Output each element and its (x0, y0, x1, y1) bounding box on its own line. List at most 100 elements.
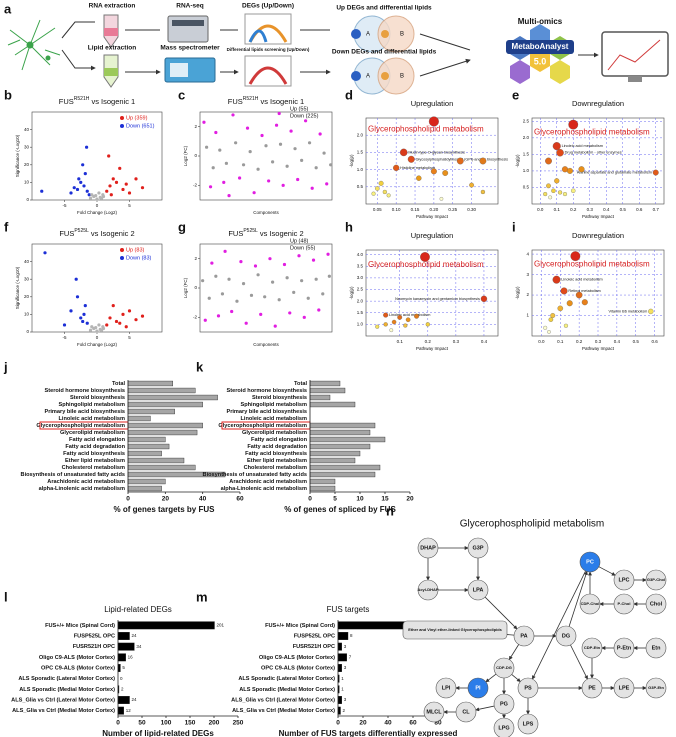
y-axis-label: Significance (-Log10) (15, 266, 20, 309)
x-tick-label: 0.7 (653, 207, 660, 212)
data-point (249, 293, 254, 297)
label: Multi-omics (518, 17, 563, 26)
data-point (134, 318, 138, 322)
data-point (101, 193, 105, 197)
bar (117, 642, 135, 651)
bubble (480, 295, 488, 302)
title-sup: P525L (74, 228, 89, 234)
bar (127, 478, 166, 485)
x-tick-label: 0.4 (481, 339, 488, 344)
venn-marker (351, 71, 361, 81)
data-point (274, 123, 279, 127)
data-point (239, 260, 243, 264)
data-point (271, 160, 275, 164)
x-tick-label: 0.1 (554, 207, 561, 212)
legend-label: Down (55) (290, 245, 316, 251)
bubble (416, 175, 422, 181)
y-tick-label: 1.5 (357, 150, 364, 155)
y-tick-label: Primary bile acid biosynthesis (44, 409, 125, 415)
step-label: Lipid extraction (88, 45, 136, 52)
y-axis-label: -log(p) (349, 286, 354, 300)
data-point (97, 191, 101, 195)
venn-label: B (400, 74, 404, 80)
bar (117, 621, 215, 630)
legend-label: Down (83) (126, 255, 152, 261)
highlight-label: Glycerophospholipid metabolism (534, 128, 650, 137)
legend-label: Up (55) (290, 106, 309, 112)
y-tick-label: Ether lipid metabolism (65, 458, 125, 464)
data-point (211, 166, 215, 170)
data-point (88, 328, 93, 332)
pathway-node (579, 551, 601, 573)
data-point (210, 261, 214, 265)
arrow (61, 21, 95, 68)
step-label: RNA extraction (89, 3, 136, 10)
title-part: FUS (228, 229, 243, 238)
node-label: PI (475, 685, 481, 691)
tool-version: 5.0 (534, 56, 547, 66)
y-tick-label: Arachidonic acid metabolism (229, 479, 307, 485)
bar (127, 464, 196, 471)
pathway-arrow (568, 570, 588, 627)
x-tick-label: 40 (384, 720, 392, 727)
bar (309, 485, 336, 492)
data-point (288, 311, 292, 315)
data-point (322, 151, 326, 155)
bubble (554, 178, 560, 184)
bubble (399, 148, 408, 157)
data-point (101, 325, 105, 329)
node-label: PE (588, 685, 596, 691)
bubble (545, 157, 552, 165)
bubble-label: Linoleic acid metabolism (389, 313, 430, 317)
x-tick-label: 0.2 (576, 339, 583, 344)
node-label: LPE (619, 685, 630, 691)
bubble (439, 196, 444, 201)
bar (337, 653, 347, 662)
node-label: Ether and Vinyl ether-linked Glycerophos… (408, 627, 502, 632)
y-tick-label: 2.5 (523, 118, 530, 123)
bubble (556, 148, 564, 157)
bubble (403, 323, 408, 328)
x-axis-label: Pathway Impact (416, 346, 449, 351)
title-part: FUS (59, 229, 74, 238)
bar (127, 394, 218, 401)
node-label: LPC (619, 577, 630, 583)
bubble (420, 252, 430, 262)
x-tick-label: 40 (199, 496, 207, 503)
data-point (81, 163, 85, 167)
venn-label: B (400, 32, 404, 38)
y-tick-label: Fatty acid biosynthesis (245, 451, 307, 457)
x-tick-label: 0.6 (636, 207, 643, 212)
y-tick-label: 40 (24, 259, 30, 264)
title-part: vs Isogenic 2 (89, 229, 135, 238)
data-point (94, 326, 98, 330)
venn-circle (377, 57, 415, 95)
bubble (414, 313, 420, 319)
node-label: G3P-Etn (648, 685, 664, 690)
bar (127, 380, 173, 387)
y-tick-label: 2 (526, 292, 529, 297)
data-point (282, 262, 287, 267)
bubble (557, 190, 563, 195)
bar (309, 443, 371, 450)
venn-marker (351, 29, 361, 39)
data-point (223, 249, 227, 253)
x-tick-label: 0.25 (448, 207, 457, 212)
chart-title: Upregulation (411, 99, 454, 108)
y-tick-label: FUSR521H OPC (293, 644, 335, 650)
y-tick-label: OPC C9-ALS (Motor Cortex) (261, 665, 335, 671)
bar (309, 380, 341, 387)
y-tick-label: Oligo C9-ALS (Motor Cortex) (259, 655, 335, 661)
y-tick-label: Glycerolipid metabolism (60, 430, 125, 436)
y-tick-label: Fatty acid degradation (247, 444, 307, 450)
data-point (220, 292, 225, 296)
data-point (90, 325, 94, 329)
arrow (125, 29, 160, 72)
bar (337, 632, 349, 640)
data-point (79, 180, 83, 184)
x-tick-label: 0 (308, 496, 312, 503)
data-point (256, 167, 260, 171)
bubble (469, 182, 475, 188)
x-tick-label: 20 (359, 720, 367, 727)
x-tick-label: 0 (96, 335, 99, 340)
